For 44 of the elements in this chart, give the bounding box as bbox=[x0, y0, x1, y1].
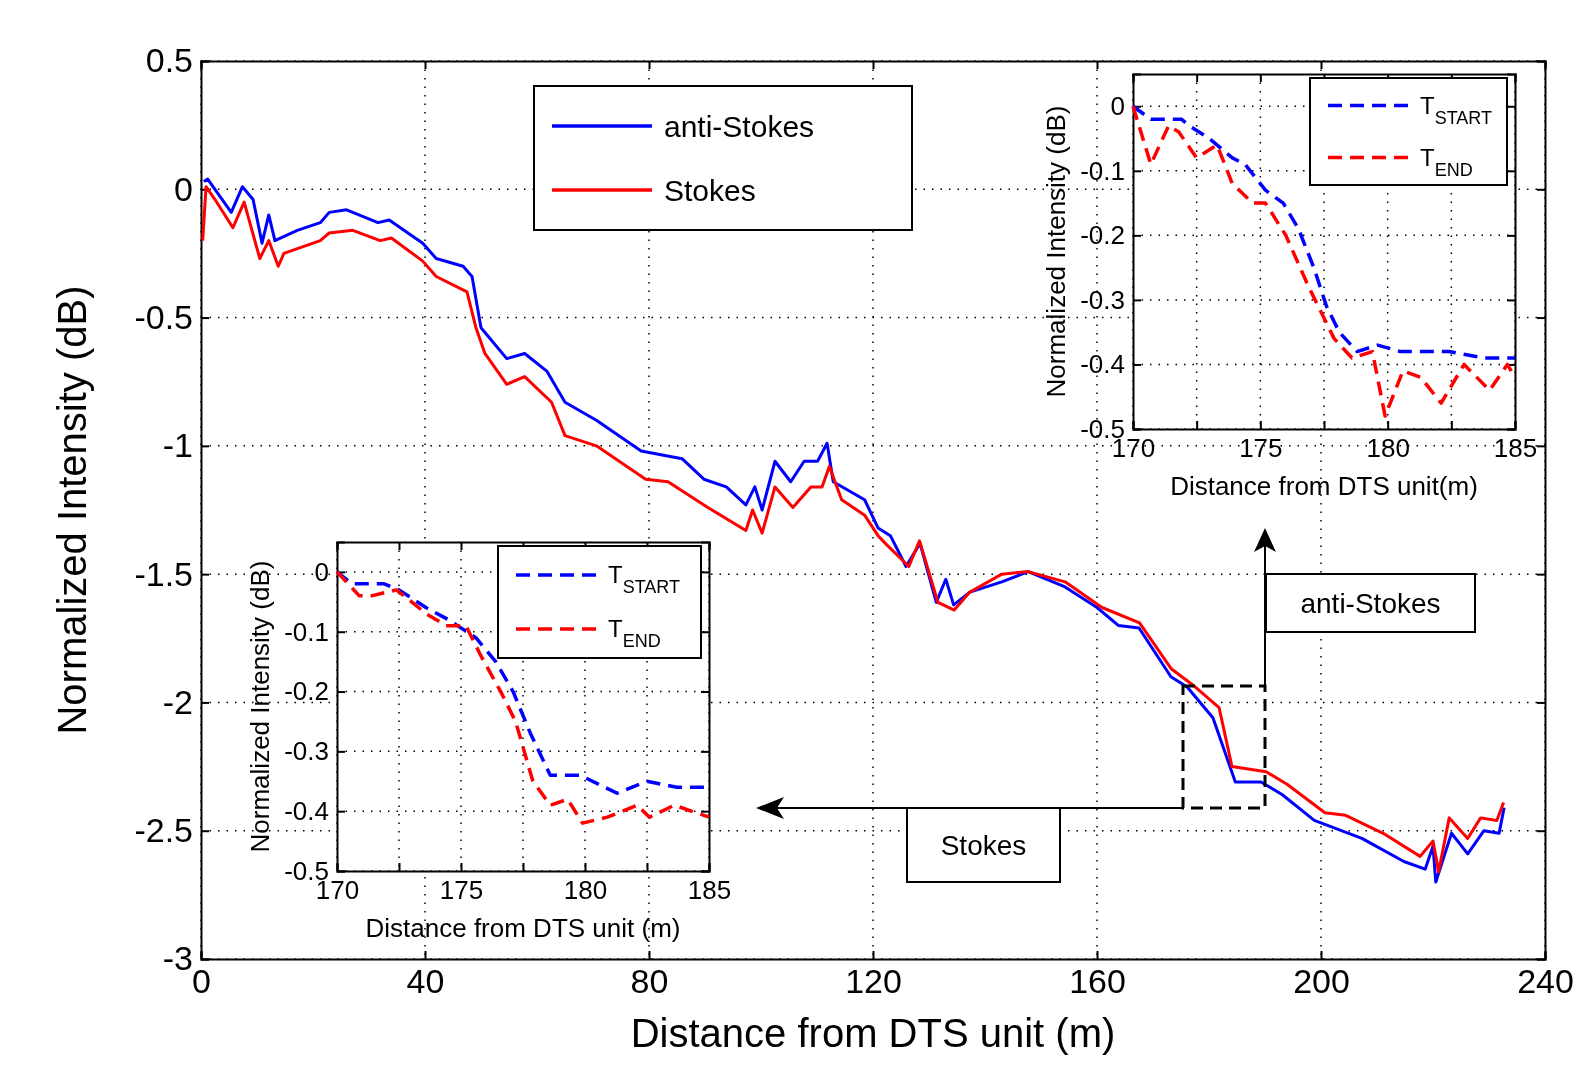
y-tick-label: -2 bbox=[162, 682, 193, 721]
annotation: Stokes bbox=[940, 830, 1027, 861]
y-tick-label: -0.3 bbox=[284, 736, 329, 767]
x-tick-label: 160 bbox=[1069, 962, 1126, 1001]
legend-label: T$_{START}$ bbox=[1420, 91, 1493, 128]
x-tick-label: 175 bbox=[1239, 433, 1283, 464]
x-tick-label: 180 bbox=[1366, 433, 1410, 464]
legend-label: Stokes bbox=[664, 173, 756, 207]
y-tick-label: 0.5 bbox=[145, 41, 193, 80]
x-tick-label: 80 bbox=[630, 962, 669, 1001]
legend-label: T$_{END}$ bbox=[1420, 143, 1473, 180]
legend-label: anti-Stokes bbox=[664, 109, 815, 143]
legend-label: T$_{START}$ bbox=[608, 561, 681, 598]
x-tick-label: 185 bbox=[687, 875, 732, 906]
y-axis-title: Normalized Intensity (dB) bbox=[50, 285, 94, 735]
y-tick-label: -0.2 bbox=[1080, 220, 1125, 251]
x-tick-label: 40 bbox=[406, 962, 445, 1001]
y-axis-title: Normalized Intensity (dB) bbox=[1041, 105, 1071, 398]
x-tick-label: 175 bbox=[439, 875, 484, 906]
y-axis-title: Normalized Intensity (dB) bbox=[245, 560, 275, 853]
y-tick-label: -2.5 bbox=[134, 811, 193, 850]
x-tick-label: 185 bbox=[1493, 433, 1538, 464]
y-tick-label: -0.5 bbox=[134, 297, 193, 336]
x-axis-title: Distance from DTS unit(m) bbox=[1170, 471, 1478, 501]
y-tick-label: 0 bbox=[314, 556, 329, 587]
y-tick-label: -1.5 bbox=[134, 554, 193, 593]
x-axis-title: Distance from DTS unit (m) bbox=[365, 913, 681, 943]
y-tick-label: -3 bbox=[162, 939, 193, 978]
y-tick-label: 0 bbox=[174, 169, 193, 208]
y-tick-label: 0 bbox=[1110, 91, 1125, 122]
x-tick-label: 200 bbox=[1293, 962, 1350, 1001]
y-tick-label: -0.1 bbox=[1080, 155, 1125, 186]
y-tick-label: -0.4 bbox=[1080, 349, 1125, 380]
y-tick-label: -0.1 bbox=[284, 616, 329, 647]
x-tick-label: 180 bbox=[563, 875, 608, 906]
legend-label: T$_{END}$ bbox=[608, 615, 661, 652]
x-tick-label: 240 bbox=[1517, 962, 1574, 1001]
y-tick-label: -0.2 bbox=[284, 676, 329, 707]
y-tick-label: -1 bbox=[162, 426, 193, 465]
x-tick-label: 120 bbox=[845, 962, 902, 1001]
y-tick-label: -0.4 bbox=[284, 796, 329, 826]
annotation: anti-Stokes bbox=[1300, 588, 1441, 619]
y-tick-label: -0.3 bbox=[1080, 284, 1125, 315]
x-axis-title: Distance from DTS unit (m) bbox=[630, 1011, 1116, 1055]
